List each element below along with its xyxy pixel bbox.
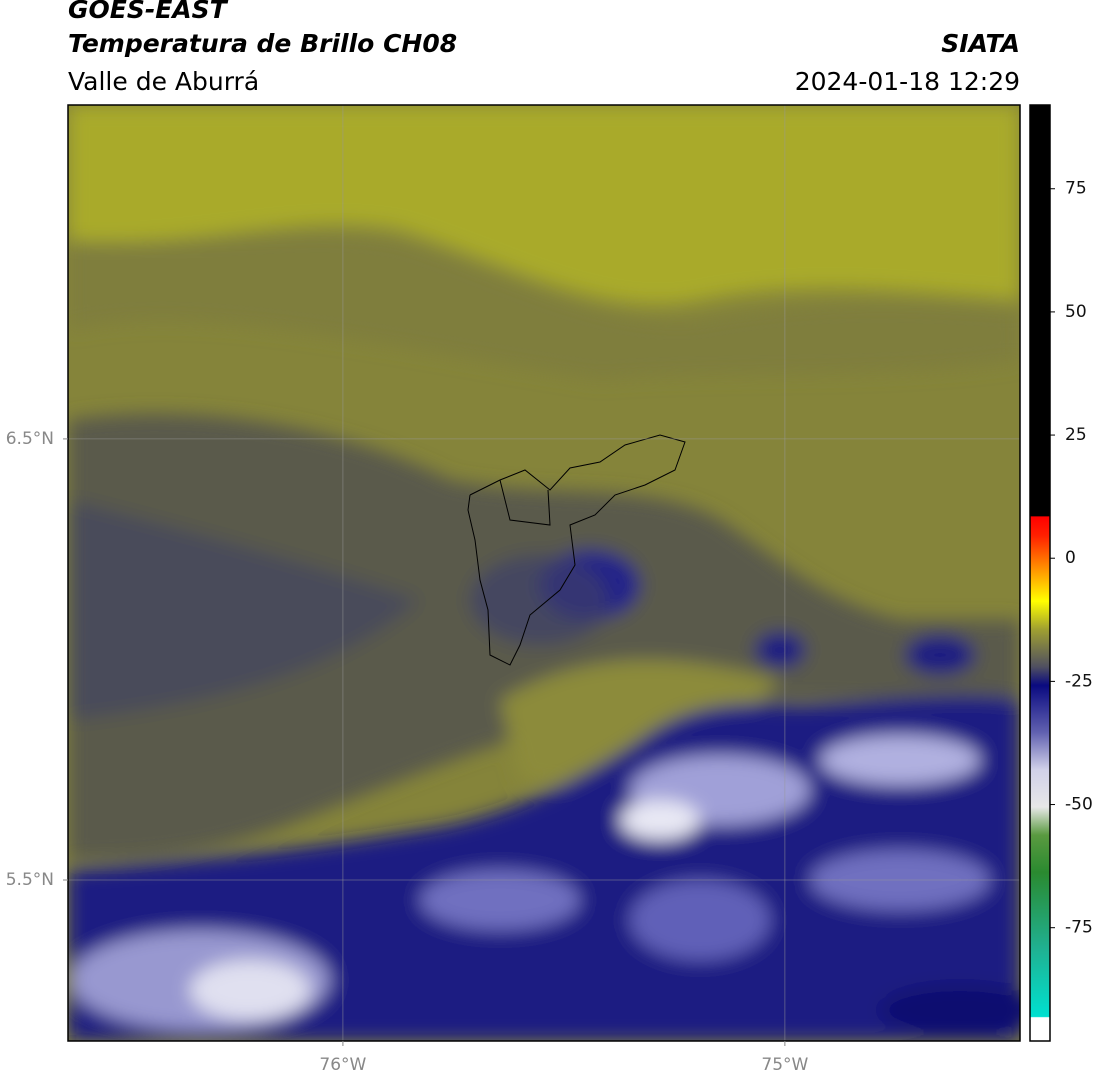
colorbar <box>1029 104 1051 1042</box>
map-frame <box>67 104 1021 1042</box>
colorbar-tick-label: 0 <box>1065 548 1076 568</box>
colorbar-tick-label: -50 <box>1065 795 1093 815</box>
y-tick-label: 6.5°N <box>6 429 54 449</box>
colorbar-tick-label: -25 <box>1065 671 1093 691</box>
x-tick-label: 75°W <box>761 1055 808 1075</box>
region: Valle de Aburrá <box>68 67 259 96</box>
colorbar-tick-label: 25 <box>1065 425 1087 445</box>
satellite-name: GOES-EAST <box>68 0 229 24</box>
colorbar-tick-label: 75 <box>1065 179 1087 199</box>
datetime: 2024-01-18 12:29 <box>795 67 1020 96</box>
product-title: Temperatura de Brillo CH08 <box>68 29 457 58</box>
source: SIATA <box>941 29 1020 58</box>
satellite-image <box>68 105 1020 1041</box>
grid <box>68 105 1020 1041</box>
x-tick-label: 76°W <box>319 1055 366 1075</box>
y-tick-label: 5.5°N <box>6 870 54 890</box>
colorbar-tick-label: -75 <box>1065 918 1093 938</box>
colorbar-tick-label: 50 <box>1065 302 1087 322</box>
